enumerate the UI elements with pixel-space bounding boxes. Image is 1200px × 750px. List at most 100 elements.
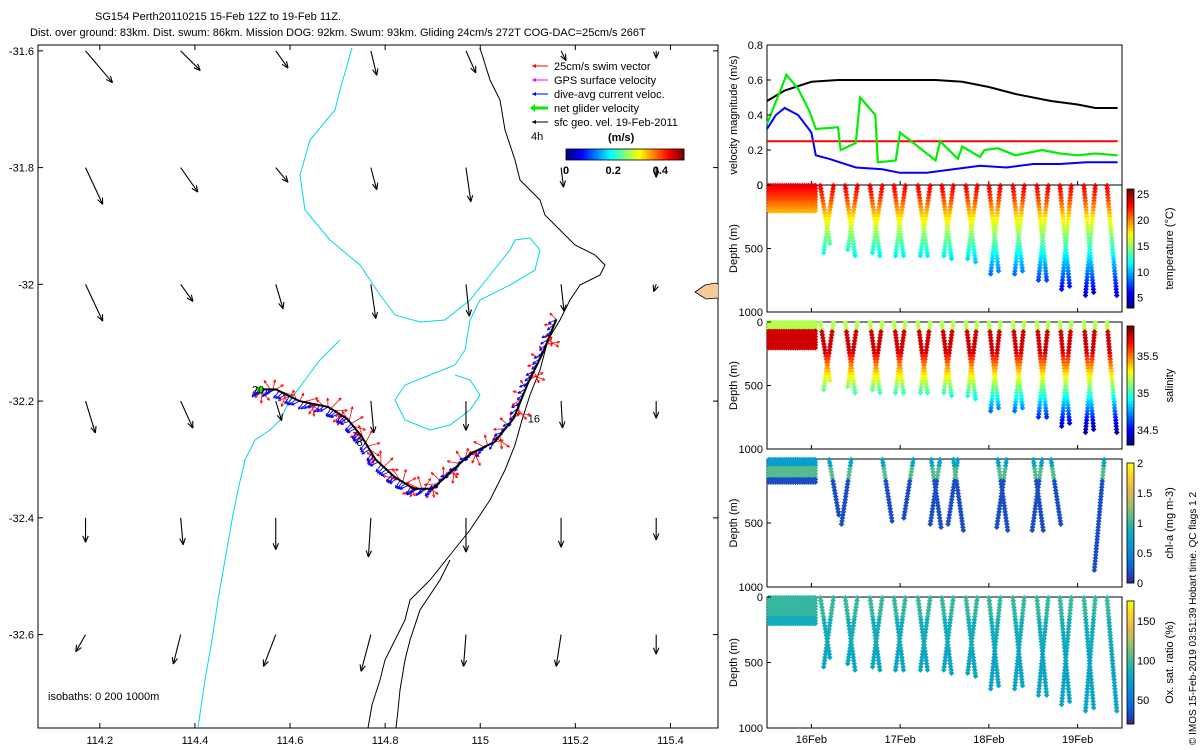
map-colorbar-frame (565, 148, 685, 161)
velocity-ytick-label: 0.8 (748, 40, 763, 52)
oxygen-sample-marker (1091, 607, 1098, 614)
chla-colorbar-cell (1127, 520, 1134, 524)
oxygen-colorbar-cell (1127, 619, 1134, 624)
salinity-sample-marker (827, 377, 833, 384)
oxygen-sample-marker (1060, 682, 1067, 689)
swim-vector-arrow (278, 395, 290, 402)
swim-vector-arrow (272, 379, 276, 390)
map-colorbar-cell (573, 149, 577, 160)
dac-vector-arrow-head (510, 411, 514, 415)
dac-vector-arrow (375, 464, 382, 473)
swim-vector-arrow-head (403, 469, 407, 473)
oxygen-sample-marker (1084, 638, 1091, 645)
oxygen-sample-marker (1065, 679, 1071, 686)
swim-vector-arrow-head (523, 416, 527, 420)
map-colorbar-cell (567, 149, 571, 160)
dac-vector-arrow (395, 480, 401, 489)
sfc-velocity-arrow (555, 634, 562, 667)
map-colorbar-cell (595, 149, 598, 160)
chla-colorbar-cell (1127, 550, 1134, 554)
dac-vector-arrow (316, 405, 325, 413)
map-colorbar-cell (581, 149, 585, 160)
oxygen-sample-marker (1092, 597, 1098, 604)
time-xtick-label: 17Feb (885, 734, 916, 746)
velocity-series-black (766, 79, 1118, 109)
chla-colorbar-cell (1127, 577, 1134, 581)
temperature-ytick-label: 500 (745, 244, 763, 256)
dac-vector-arrow (336, 415, 343, 423)
oxygen-sample-marker (1059, 623, 1066, 629)
oxygen-colorbar-frame (1126, 600, 1135, 725)
oxygen-sample-marker (1061, 676, 1067, 683)
dac-vector-arrow-head (524, 378, 528, 382)
oxygen-colorbar-cell (1127, 717, 1134, 722)
chla-sample-marker (838, 521, 845, 527)
oxygen-colorbar-cell (1127, 659, 1134, 663)
swim-vector-arrow-head (358, 424, 362, 429)
chla-sample-marker (960, 527, 967, 534)
salinity-colorbar-cell (1127, 364, 1134, 369)
temperature-ytick-label: 1000 (739, 307, 763, 319)
sfc-velocity-arrow-head (281, 61, 289, 69)
salinity-colorbar-cell (1127, 326, 1134, 330)
chla-sample-marker (1057, 521, 1064, 527)
oxygen-colorbar-cell (1127, 656, 1134, 660)
temperature-sample-marker (1113, 292, 1120, 299)
temperature-sample-marker (820, 249, 827, 256)
oxygen-colorbar-cell (1127, 714, 1134, 719)
oxygen-sample-marker (1082, 607, 1088, 614)
oxygen-sample-marker (1091, 601, 1098, 607)
oxygen-sample-marker (1058, 613, 1065, 620)
sfc-velocity-arrow-head (191, 185, 199, 193)
oxygen-sample-marker (1083, 623, 1090, 629)
map-colorbar-cell (607, 149, 610, 160)
map-xtick-label: 114.6 (277, 735, 304, 747)
chla-colorbar-cell (1127, 496, 1134, 500)
swim-vector-arrow-head (454, 475, 458, 479)
oxygen-sample-marker (1065, 623, 1072, 629)
swim-vector-arrow-head (280, 403, 284, 407)
dac-vector-arrow-head (359, 446, 363, 451)
swim-vector-arrow-head (259, 400, 263, 404)
temperature-colorbar-cell (1127, 212, 1134, 217)
sfc-velocity-arrow (275, 50, 289, 69)
map-colorbar-cell (575, 149, 579, 160)
oxygen-sample-marker (1104, 594, 1110, 601)
swim-vector-arrow (484, 434, 489, 446)
temperature-colorbar-cell (1127, 245, 1134, 249)
map-xtick-label: 114.2 (86, 735, 113, 747)
dac-vector-arrow (319, 406, 329, 412)
oxygen-sample-marker (1089, 629, 1096, 636)
dac-vector-arrow (386, 474, 393, 482)
temperature-panel: 0 500 1000 Depth (m) 5 10 15 20 25 temperature (°… (728, 180, 1176, 319)
sfc-velocity-arrow (560, 167, 565, 188)
salinity-sample-marker (964, 392, 971, 399)
swim-vector-arrow-head (377, 442, 381, 446)
temperature-sample-marker (948, 255, 955, 262)
copyright-note: © IMOS 15-Feb-2019 03:51:39 Hobart time.… (1188, 492, 1199, 745)
track-start-marker (256, 386, 263, 393)
salinity-colorbar-cell (1127, 334, 1134, 339)
dac-vector-arrow (337, 416, 345, 424)
oxygen-sample-marker (1083, 619, 1089, 626)
oxygen-colorbar-cell (1127, 650, 1134, 654)
sfc-velocity-arrow (85, 50, 113, 84)
salinity-colorbar-cell (1127, 421, 1134, 425)
swim-vector-arrow (447, 460, 460, 465)
swim-vector-arrow (533, 370, 540, 384)
oxygen-sample-marker (1088, 682, 1095, 689)
dac-vector-arrow-head (277, 396, 282, 400)
map-xtick-label: 115 (471, 735, 489, 747)
chla-colorbar-tick-label: 2 (1137, 458, 1143, 470)
swim-vector-arrow (424, 478, 431, 489)
map-colorbar-cell (583, 149, 587, 160)
swim-vector-arrow-head (500, 446, 504, 450)
temperature-sample-marker (1066, 283, 1073, 290)
legend-gps-label: GPS surface velocity (554, 75, 657, 87)
oxygen-sample-marker (820, 663, 827, 670)
salinity-sample-marker (917, 389, 924, 396)
oxygen-sample-marker (1109, 654, 1115, 661)
salinity-colorbar-cell (1127, 430, 1134, 434)
chla-colorbar-cell (1127, 466, 1134, 470)
oxygen-sample-marker (1084, 692, 1090, 698)
